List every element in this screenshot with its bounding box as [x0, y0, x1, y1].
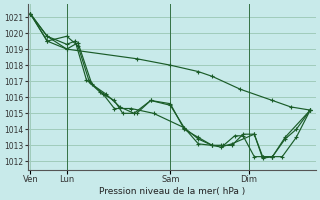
X-axis label: Pression niveau de la mer( hPa ): Pression niveau de la mer( hPa ) — [99, 187, 245, 196]
